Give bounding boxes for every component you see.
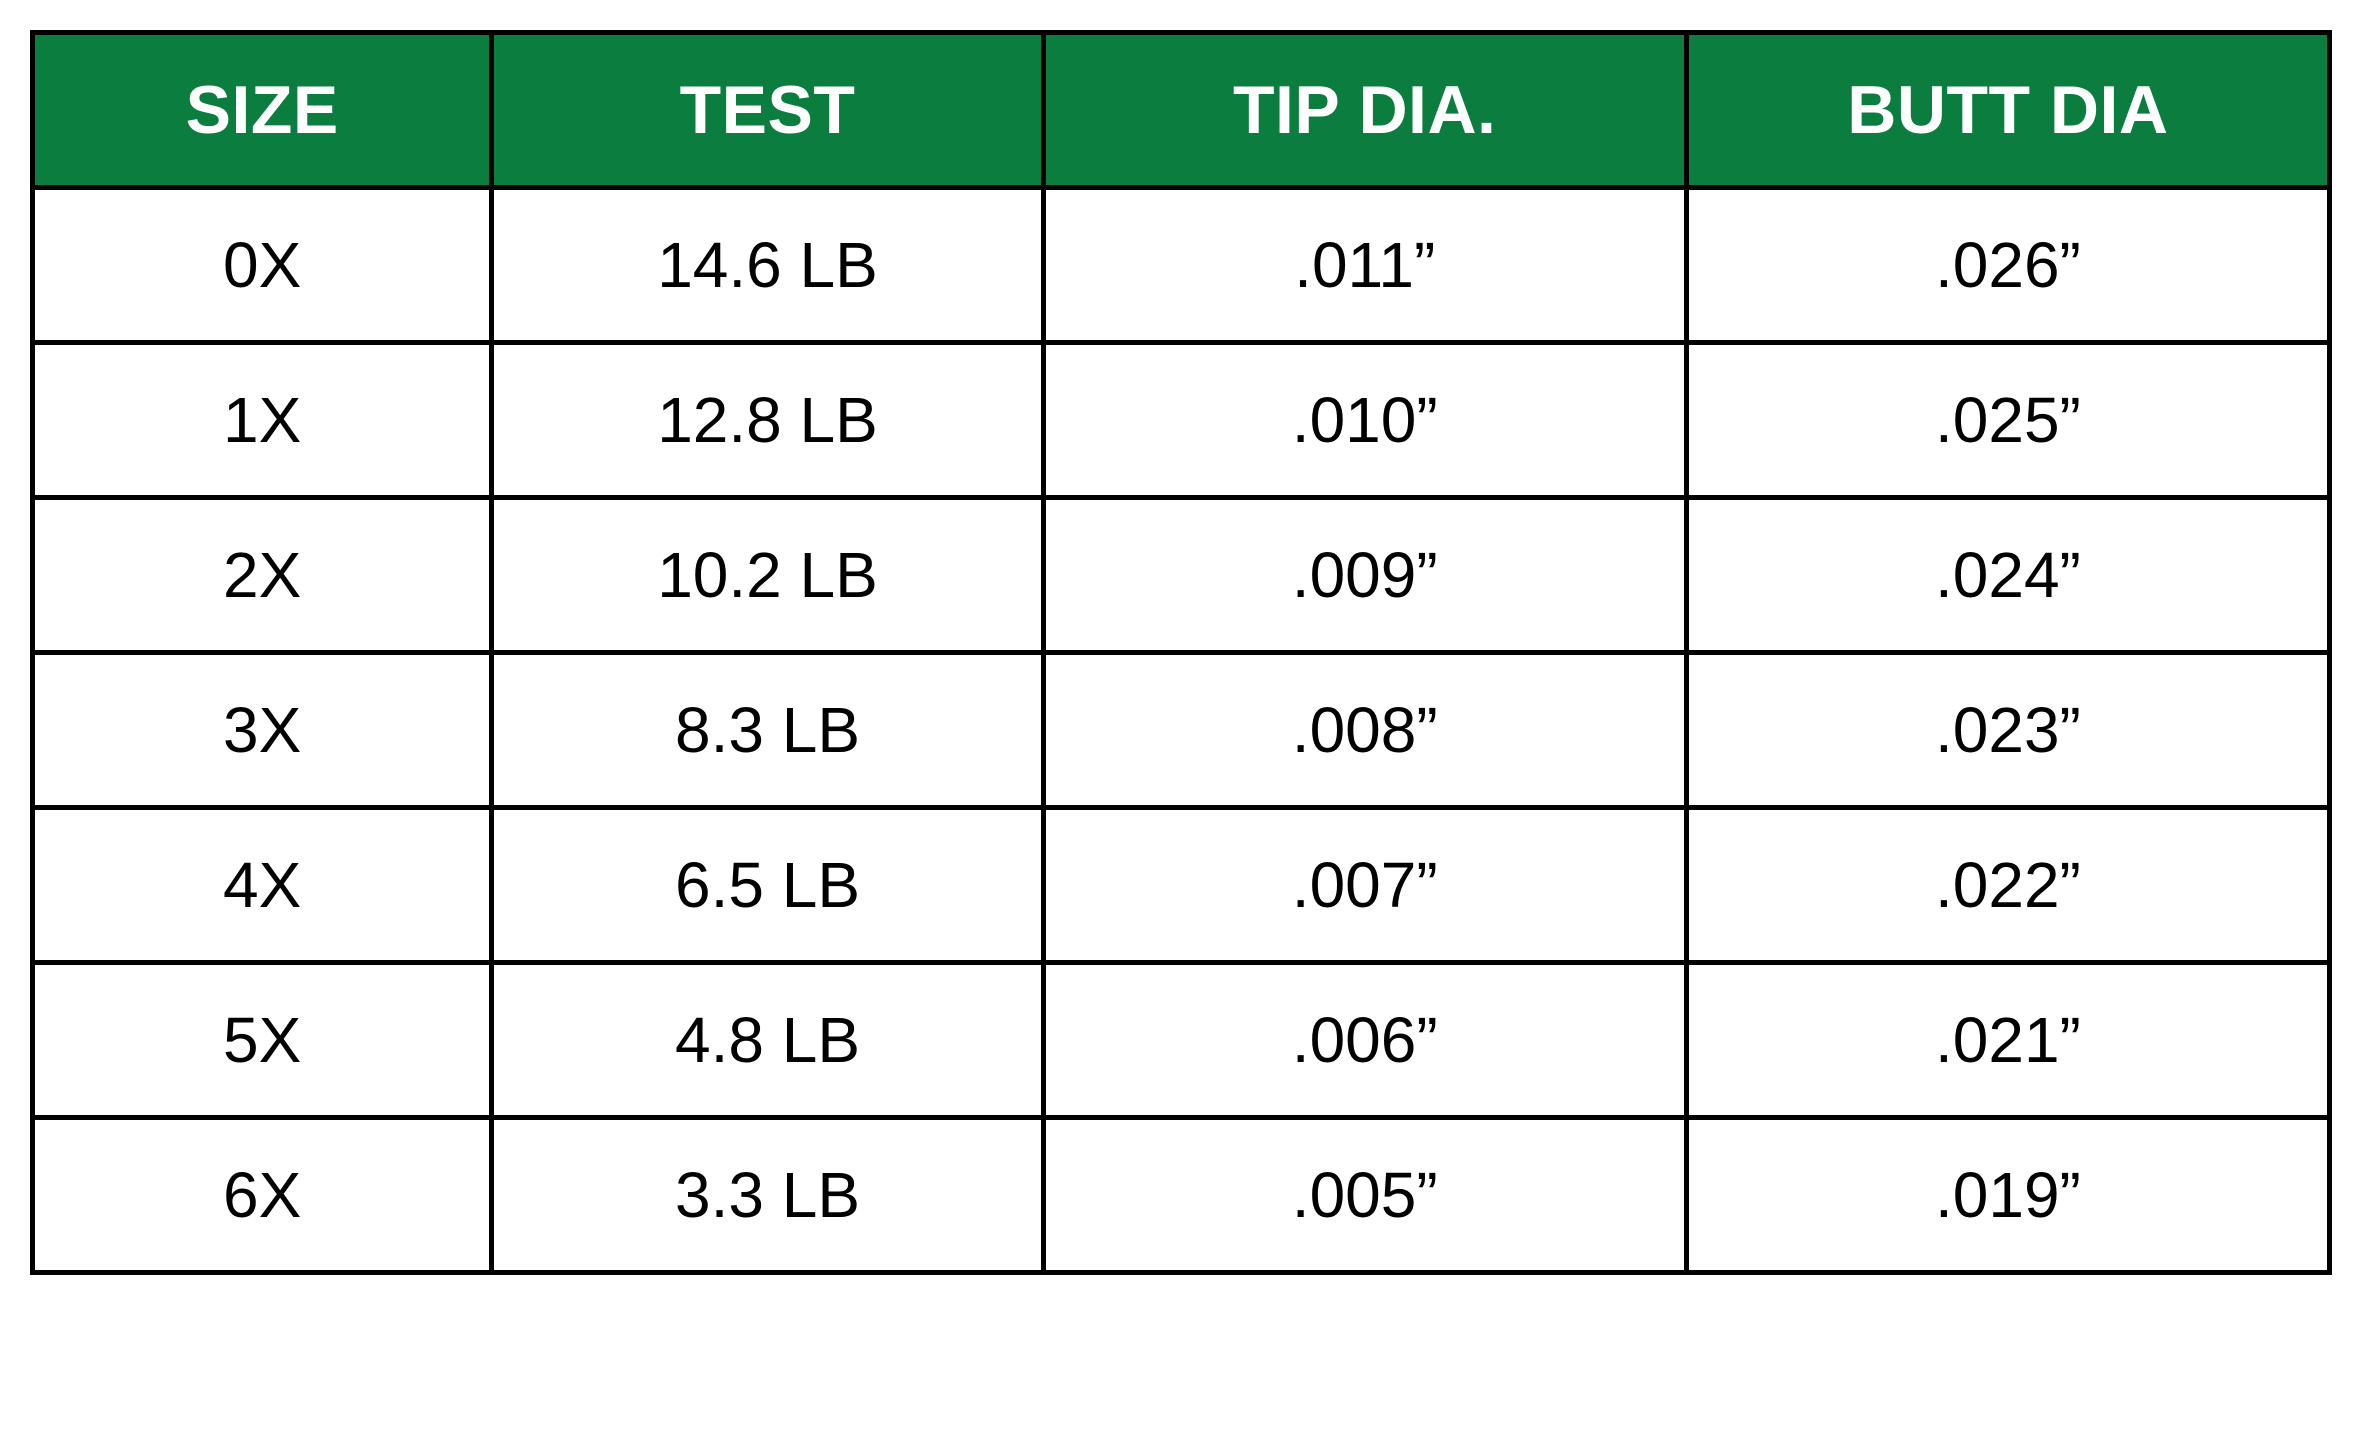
cell-size: 1X [33,343,492,498]
cell-tip-dia: .009” [1043,498,1686,653]
cell-size: 2X [33,498,492,653]
cell-butt-dia: .024” [1686,498,2329,653]
table-row: 3X 8.3 LB .008” .023” [33,653,2330,808]
cell-tip-dia: .010” [1043,343,1686,498]
cell-tip-dia: .008” [1043,653,1686,808]
header-row: SIZE TEST TIP DIA. BUTT DIA [33,33,2330,188]
cell-test: 4.8 LB [492,963,1043,1118]
table-row: 5X 4.8 LB .006” .021” [33,963,2330,1118]
cell-size: 6X [33,1118,492,1273]
cell-butt-dia: .026” [1686,188,2329,343]
table-row: 6X 3.3 LB .005” .019” [33,1118,2330,1273]
cell-size: 4X [33,808,492,963]
header-tip-dia: TIP DIA. [1043,33,1686,188]
cell-size: 0X [33,188,492,343]
cell-test: 10.2 LB [492,498,1043,653]
cell-tip-dia: .007” [1043,808,1686,963]
cell-test: 14.6 LB [492,188,1043,343]
table-body: 0X 14.6 LB .011” .026” 1X 12.8 LB .010” … [33,188,2330,1273]
header-butt-dia: BUTT DIA [1686,33,2329,188]
table-row: 1X 12.8 LB .010” .025” [33,343,2330,498]
cell-size: 3X [33,653,492,808]
cell-tip-dia: .005” [1043,1118,1686,1273]
cell-size: 5X [33,963,492,1118]
cell-test: 6.5 LB [492,808,1043,963]
spec-table-container: SIZE TEST TIP DIA. BUTT DIA 0X 14.6 LB .… [30,30,2332,1275]
cell-butt-dia: .025” [1686,343,2329,498]
header-size: SIZE [33,33,492,188]
table-row: 0X 14.6 LB .011” .026” [33,188,2330,343]
spec-table: SIZE TEST TIP DIA. BUTT DIA 0X 14.6 LB .… [30,30,2332,1275]
cell-tip-dia: .006” [1043,963,1686,1118]
cell-test: 12.8 LB [492,343,1043,498]
header-test: TEST [492,33,1043,188]
table-header: SIZE TEST TIP DIA. BUTT DIA [33,33,2330,188]
cell-test: 3.3 LB [492,1118,1043,1273]
cell-tip-dia: .011” [1043,188,1686,343]
cell-butt-dia: .021” [1686,963,2329,1118]
cell-test: 8.3 LB [492,653,1043,808]
cell-butt-dia: .019” [1686,1118,2329,1273]
cell-butt-dia: .022” [1686,808,2329,963]
table-row: 4X 6.5 LB .007” .022” [33,808,2330,963]
table-row: 2X 10.2 LB .009” .024” [33,498,2330,653]
cell-butt-dia: .023” [1686,653,2329,808]
